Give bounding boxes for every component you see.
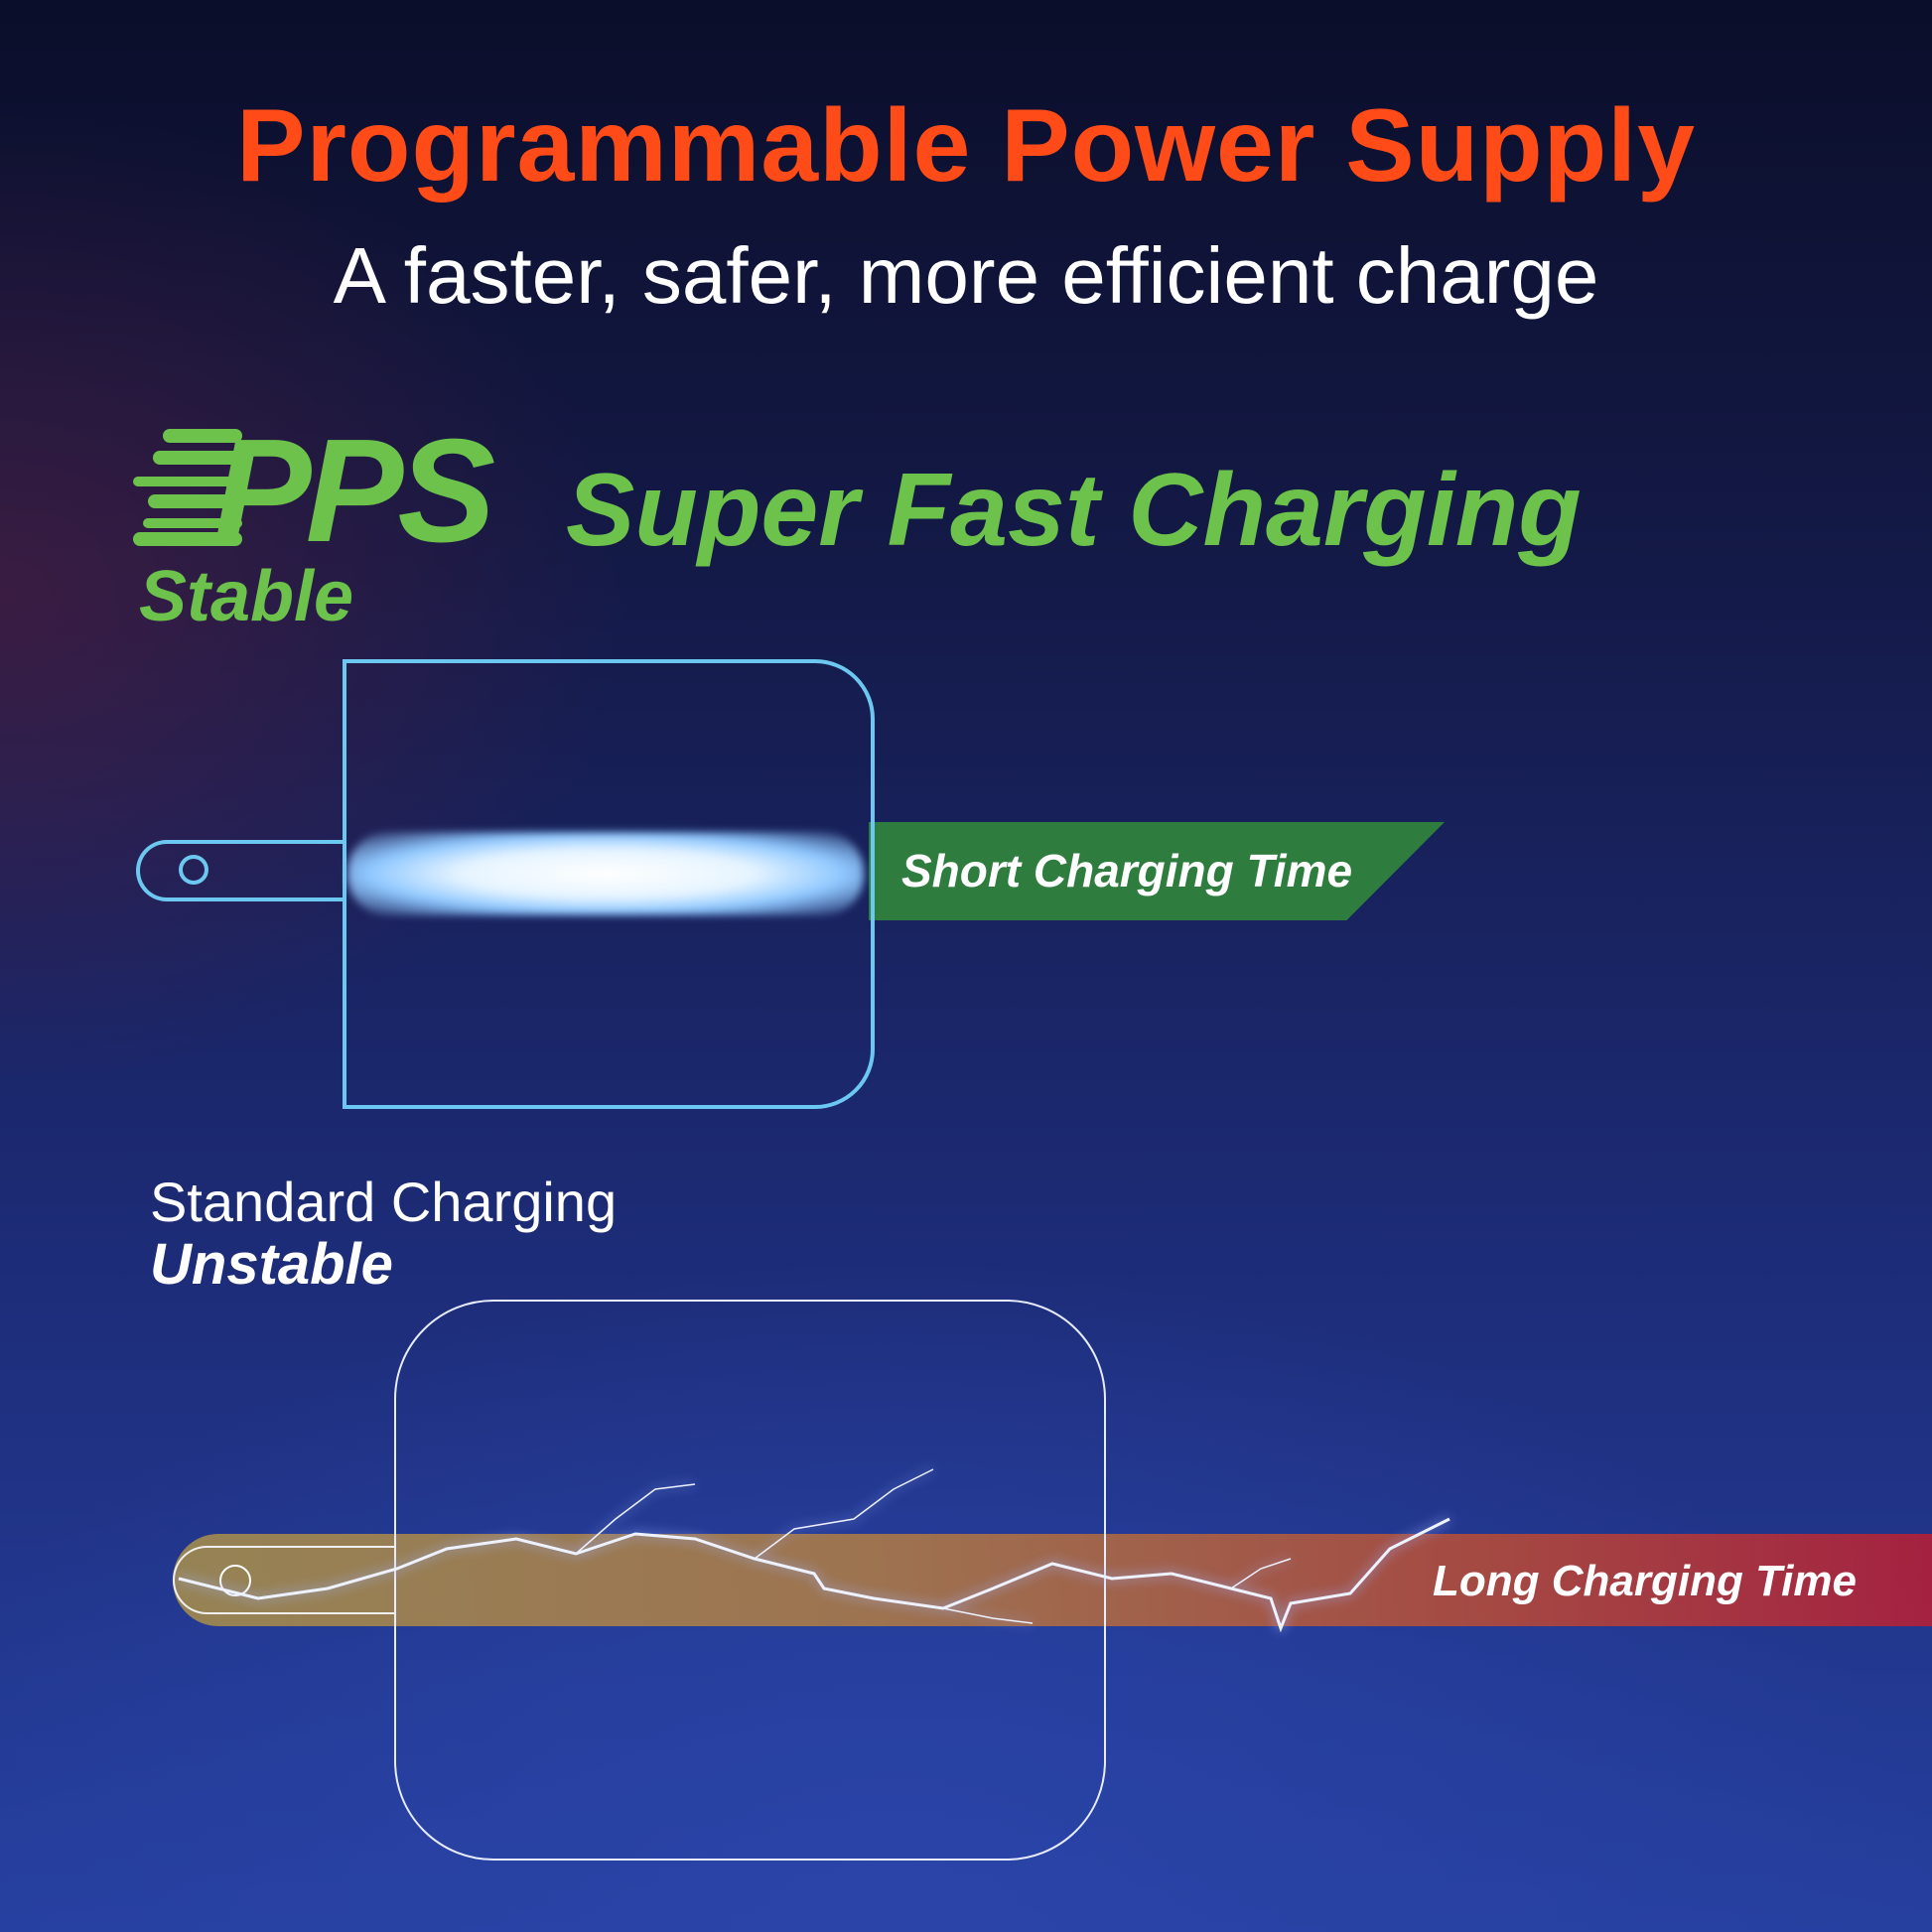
pps-logo: PPS <box>213 409 495 573</box>
plug-hole-icon <box>179 855 208 885</box>
speed-lines-icon <box>133 429 242 546</box>
long-charging-bar <box>173 1534 1932 1626</box>
standard-charger-outline <box>394 1300 1106 1861</box>
pps-headline: Super Fast Charging <box>566 453 1582 568</box>
plug-hole-icon <box>219 1565 251 1596</box>
standard-stability-label: Unstable <box>150 1232 393 1297</box>
pps-stability-label: Stable <box>139 557 354 636</box>
stable-current-glow <box>347 832 864 915</box>
pps-charger-plug <box>136 840 346 901</box>
short-charging-label: Short Charging Time <box>901 845 1353 897</box>
long-charging-label: Long Charging Time <box>1433 1557 1857 1605</box>
standard-charger-plug <box>173 1546 394 1614</box>
short-charging-banner <box>869 822 1445 920</box>
page-title: Programmable Power Supply <box>236 88 1696 204</box>
standard-charging-label: Standard Charging <box>150 1171 618 1233</box>
page-subtitle: A faster, safer, more efficient charge <box>333 231 1599 320</box>
